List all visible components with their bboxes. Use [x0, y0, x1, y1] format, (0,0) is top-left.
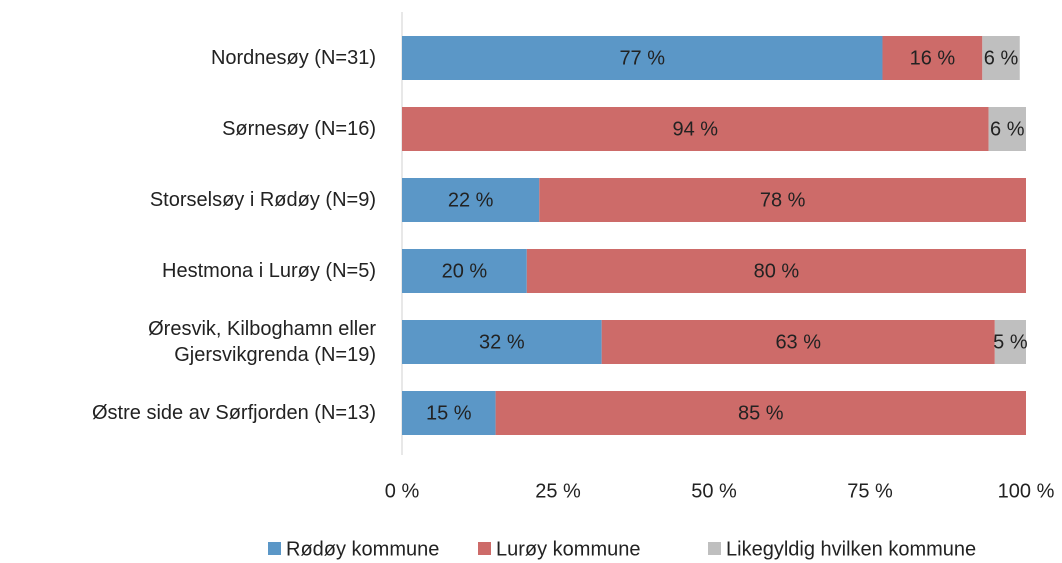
bar-segment [402, 320, 602, 364]
bar-segment [994, 320, 1026, 364]
x-tick-label: 25 % [535, 480, 581, 502]
data-label: 22 % [448, 189, 494, 211]
legend-swatch [708, 542, 721, 555]
bar-segment [982, 36, 1020, 80]
data-label: 63 % [775, 331, 821, 353]
x-tick-label: 0 % [385, 480, 420, 502]
data-label: 85 % [738, 402, 784, 424]
bar-segment [402, 249, 527, 293]
data-label: 20 % [442, 260, 488, 282]
legend-swatch [268, 542, 281, 555]
bar-segment [526, 249, 1026, 293]
data-label: 6 % [990, 118, 1025, 140]
y-tick-label: Sørnesøy (N=16) [222, 118, 376, 140]
bar-segment [402, 36, 883, 80]
legend-swatch [478, 542, 491, 555]
x-tick-label: 75 % [847, 480, 893, 502]
y-tick-label: Nordnesøy (N=31) [210, 47, 376, 69]
legend-label: Lurøy kommune [496, 538, 641, 560]
bar-segment [539, 178, 1026, 222]
x-tick-label: 50 % [691, 480, 737, 502]
bar-segment [495, 391, 1027, 435]
data-label: 6 % [984, 47, 1019, 69]
x-tick-label: 100 % [998, 480, 1055, 502]
y-tick-label: Øresvik, Kilboghamn eller Gjersvikgrenda… [148, 318, 376, 366]
data-label: 94 % [672, 118, 718, 140]
data-label: 32 % [479, 331, 525, 353]
bar-segment [601, 320, 995, 364]
y-tick-label: Østre side av Sørfjorden (N=13) [92, 402, 376, 424]
data-label: 15 % [426, 402, 472, 424]
bar-segment [988, 107, 1026, 151]
bar-segment [882, 36, 983, 80]
legend-label: Rødøy kommune [286, 538, 439, 560]
data-label: 16 % [910, 47, 956, 69]
data-label: 78 % [760, 189, 806, 211]
y-tick-label: Hestmona i Lurøy (N=5) [162, 260, 376, 282]
legend-label: Likegyldig hvilken kommune [726, 538, 976, 560]
data-label: 5 % [993, 331, 1028, 353]
data-label: 77 % [619, 47, 665, 69]
data-label: 80 % [754, 260, 800, 282]
bar-segment [402, 178, 540, 222]
y-tick-label: Storselsøy i Rødøy (N=9) [149, 189, 376, 211]
bar-segment [402, 391, 496, 435]
bar-segment [402, 107, 989, 151]
